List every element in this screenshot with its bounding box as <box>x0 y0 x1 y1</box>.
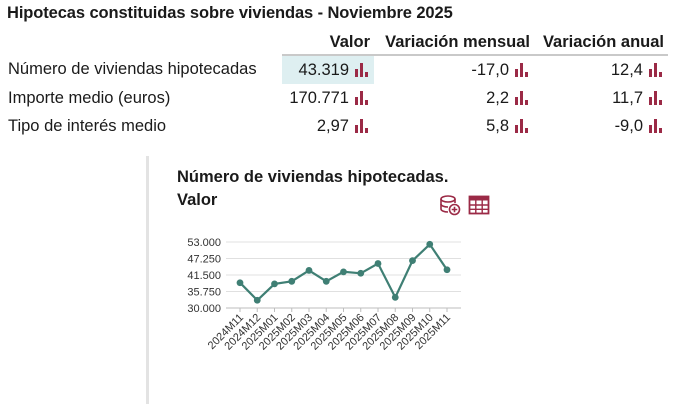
cell-variacion-anual: -9,0 <box>534 112 668 140</box>
y-tick-label: 47.250 <box>187 254 221 266</box>
cell-valor: 170.771 <box>282 84 374 112</box>
y-axis-ticks: 53.000 47.250 41.500 35.750 30.000 <box>187 237 221 315</box>
data-point[interactable] <box>322 277 330 285</box>
bar-chart-icon[interactable] <box>648 63 664 78</box>
y-tick-label: 53.000 <box>187 237 221 249</box>
cell-valor: 2,97 <box>282 112 374 140</box>
table-icon[interactable] <box>468 194 490 216</box>
y-tick-label: 41.500 <box>187 270 221 282</box>
cell-value: 2,2 <box>486 88 509 107</box>
chart-title-line2: Valor <box>177 191 218 209</box>
data-point[interactable] <box>391 293 399 301</box>
y-tick-label: 30.000 <box>187 303 221 315</box>
bar-chart-icon[interactable] <box>354 119 370 134</box>
chart-grid <box>226 241 461 312</box>
y-tick-label: 35.750 <box>187 287 221 299</box>
cell-value: 11,7 <box>612 88 643 107</box>
cell-valor: 43.319 <box>282 55 374 84</box>
chart-title: Número de viviendas hipotecadas. Valor <box>177 166 497 212</box>
data-point[interactable] <box>357 269 365 277</box>
header-valor: Valor <box>282 29 374 56</box>
cell-variacion-mensual: -17,0 <box>374 55 534 84</box>
header-variacion-anual: Variación anual <box>534 29 668 56</box>
data-point[interactable] <box>271 280 278 288</box>
cell-value: -9,0 <box>614 116 643 135</box>
row-label: Número de viviendas hipotecadas <box>8 60 257 78</box>
chart-panel: Número de viviendas hipotecadas. Valor 5… <box>146 156 529 404</box>
bar-chart-icon[interactable] <box>514 119 530 134</box>
cell-variacion-mensual: 5,8 <box>374 112 534 140</box>
row-label: Importe medio (euros) <box>8 88 171 107</box>
table-header-row: Valor Variación mensual Variación anual <box>4 29 668 56</box>
data-point[interactable] <box>340 268 347 276</box>
cell-value: 43.319 <box>298 60 349 79</box>
cell-variacion-anual: 11,7 <box>534 84 668 112</box>
cell-value: 12,4 <box>610 60 643 79</box>
table-row: Importe medio (euros) 170.771 2,2 11,7 <box>4 84 668 112</box>
line-chart: 53.000 47.250 41.500 35.750 30.000 2024M1120… <box>187 237 461 353</box>
cell-variacion-mensual: 2,2 <box>374 84 534 112</box>
data-point[interactable] <box>443 266 451 274</box>
bar-chart-icon[interactable] <box>648 119 664 134</box>
bar-chart-icon[interactable] <box>514 91 530 106</box>
bar-chart-icon[interactable] <box>648 91 664 106</box>
data-point[interactable] <box>253 296 261 304</box>
cell-variacion-anual: 12,4 <box>534 55 668 84</box>
cell-value: -17,0 <box>471 60 509 79</box>
cell-value: 5,8 <box>486 116 509 135</box>
table-row: Número de viviendas hipotecadas 43.319 -… <box>4 55 668 84</box>
chart-title-line1: Número de viviendas hipotecadas. <box>177 168 449 186</box>
data-point[interactable] <box>236 279 244 287</box>
summary-table: Valor Variación mensual Variación anual … <box>4 29 668 140</box>
header-variacion-mensual: Variación mensual <box>374 29 534 56</box>
data-point[interactable] <box>374 260 382 267</box>
data-point[interactable] <box>409 257 416 265</box>
bar-chart-icon[interactable] <box>514 63 530 78</box>
page-title: Hipotecas constituidas sobre viviendas -… <box>7 4 453 22</box>
x-axis-ticks: 2024M112024M122025M012025M022025M032025M… <box>206 312 453 353</box>
data-point[interactable] <box>426 240 434 248</box>
cell-value: 2,97 <box>316 116 349 135</box>
header-empty <box>4 29 282 55</box>
bar-chart-icon[interactable] <box>354 63 370 78</box>
row-label: Tipo de interés medio <box>8 116 167 135</box>
bar-chart-icon[interactable] <box>354 91 370 106</box>
database-add-icon[interactable] <box>439 194 461 216</box>
series-points <box>236 240 451 304</box>
data-point[interactable] <box>288 277 296 285</box>
cell-value: 170.771 <box>289 88 349 107</box>
table-row: Tipo de interés medio 2,97 5,8 -9,0 <box>4 112 668 140</box>
data-point[interactable] <box>305 267 313 274</box>
